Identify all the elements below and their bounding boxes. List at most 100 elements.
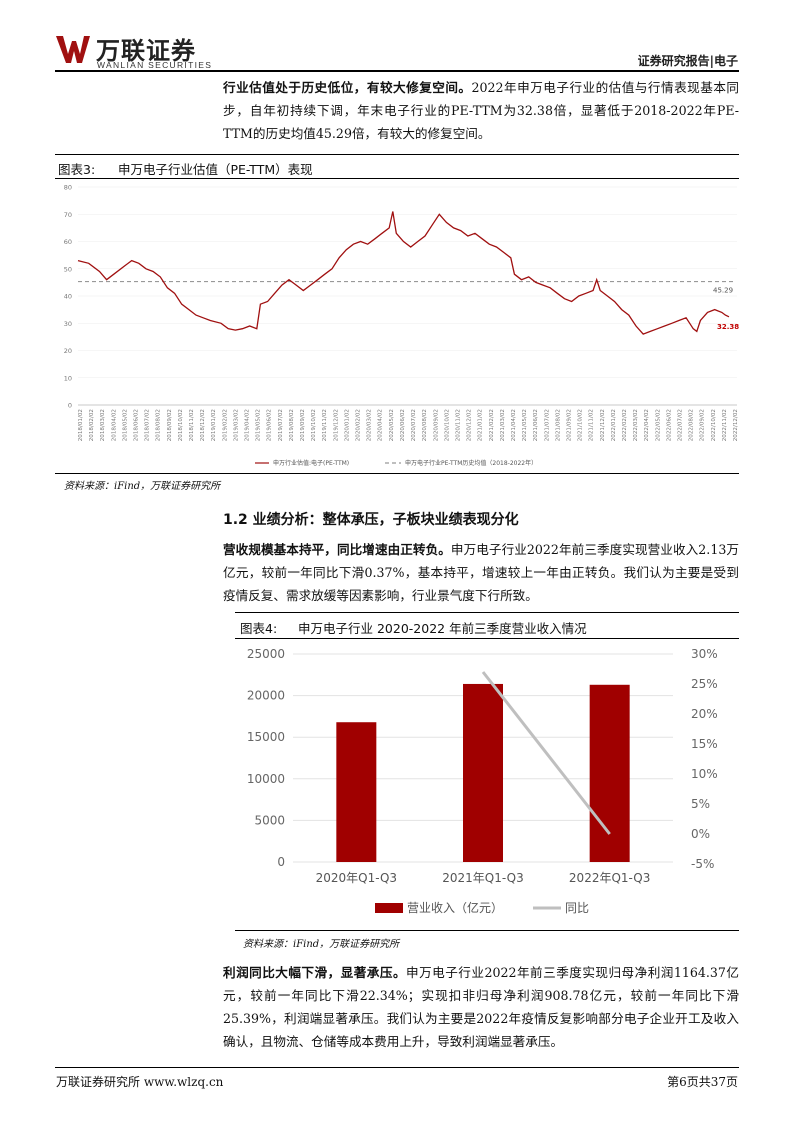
yoy-y-tick-label: 5% — [691, 797, 710, 811]
pe-x-tick-label: 2021/11/02 — [589, 409, 595, 441]
pe-x-tick-label: 2021/09/02 — [566, 409, 572, 441]
figure3-title: 申万电子行业估值（PE-TTM）表现 — [118, 162, 313, 177]
figure4-title: 申万电子行业 2020-2022 年前三季度营业收入情况 — [298, 621, 587, 636]
legend-revenue-swatch — [375, 903, 403, 913]
pe-x-tick-label: 2022/12/02 — [733, 409, 739, 441]
revenue-bar — [336, 722, 377, 862]
revenue-x-tick-label: 2022年Q1-Q3 — [569, 871, 650, 885]
revenue-y-tick-label: 5000 — [254, 813, 285, 827]
logo-text-cn: 万联证券 — [96, 37, 196, 65]
pe-x-tick-label: 2018/04/02 — [111, 409, 117, 441]
footer-divider — [55, 1067, 739, 1068]
pe-x-tick-label: 2018/03/02 — [100, 409, 106, 441]
pe-x-tick-label: 2019/12/02 — [333, 409, 339, 441]
pe-y-tick-label: 50 — [64, 265, 72, 273]
pe-x-tick-label: 2020/06/02 — [400, 409, 406, 441]
pe-y-tick-label: 0 — [68, 402, 72, 410]
pe-x-tick-label: 2022/10/02 — [711, 409, 717, 441]
pe-x-tick-label: 2018/11/02 — [189, 409, 195, 441]
pe-x-tick-label: 2018/12/02 — [200, 409, 206, 441]
pe-average-annotation: 45.29 — [713, 287, 733, 295]
pe-x-tick-label: 2020/08/02 — [422, 409, 428, 441]
report-category: 证券研究报告|电子 — [637, 54, 738, 68]
pe-x-tick-label: 2020/03/02 — [367, 409, 373, 441]
paragraph-body: 申万电子行业2022年前三季度实现归母净利润1164.37亿元，较前一年同比下滑… — [223, 965, 739, 1049]
paragraph-lead: 利润同比大幅下滑，显著承压。 — [223, 965, 407, 980]
pe-y-tick-label: 70 — [64, 211, 72, 219]
pe-x-tick-label: 2020/11/02 — [455, 409, 461, 441]
yoy-y-tick-label: -5% — [691, 857, 714, 871]
pe-x-tick-label: 2020/09/02 — [433, 409, 439, 441]
paragraph-profit: 利润同比大幅下滑，显著承压。申万电子行业2022年前三季度实现归母净利润1164… — [223, 961, 739, 1053]
pe-x-tick-label: 2019/11/02 — [322, 409, 328, 441]
header-divider — [55, 70, 739, 72]
pe-x-tick-label: 2019/10/02 — [311, 409, 317, 441]
revenue-y-tick-label: 15000 — [247, 730, 285, 744]
pe-x-tick-label: 2018/09/02 — [167, 409, 173, 441]
logo-text-en: WANLIAN SECURITIES — [97, 60, 213, 70]
figure3-label: 图表3: — [58, 162, 96, 177]
pe-x-tick-label: 2018/08/02 — [156, 409, 162, 441]
revenue-bar — [589, 684, 630, 862]
pe-x-tick-label: 2022/08/02 — [689, 409, 695, 441]
revenue-y-tick-label: 0 — [277, 855, 285, 869]
legend-pe-series: 申万行业估值:电子(PE-TTM) — [273, 459, 349, 467]
revenue-x-tick-label: 2020年Q1-Q3 — [316, 871, 397, 885]
paragraph-lead: 行业估值处于历史低位，有较大修复空间。 — [223, 80, 472, 95]
pe-x-tick-label: 2021/08/02 — [555, 409, 561, 441]
pe-latest-annotation: 32.38 — [717, 323, 739, 331]
footer-publisher: 万联证券研究所 www.wlzq.cn — [56, 1075, 224, 1089]
pe-x-tick-label: 2022/07/02 — [677, 409, 683, 441]
figure3-title-rule — [55, 178, 739, 179]
yoy-y-tick-label: 0% — [691, 827, 710, 841]
pe-x-tick-label: 2019/01/02 — [211, 409, 217, 441]
pe-x-tick-label: 2018/01/02 — [78, 409, 84, 441]
pe-x-tick-label: 2019/08/02 — [289, 409, 295, 441]
pe-x-tick-label: 2018/06/02 — [134, 409, 140, 441]
yoy-growth-line — [481, 671, 611, 835]
pe-x-tick-label: 2019/02/02 — [222, 409, 228, 441]
section-title: 1.2 业绩分析：整体承压，子板块业绩表现分化 — [223, 512, 519, 528]
paragraph-body: 申万电子行业2022年前三季度实现营业收入2.13万亿元，较前一年同比下滑0.3… — [223, 542, 740, 603]
pe-x-tick-label: 2022/02/02 — [622, 409, 628, 441]
figure4-title-rule — [235, 638, 739, 639]
pe-x-tick-label: 2018/07/02 — [145, 409, 151, 441]
legend-yoy: 同比 — [565, 901, 589, 915]
revenue-bar-chart: 0 5000 10000 15000 20000 25000 -5% 0% 5% 10% 15% 2… — [247, 647, 718, 915]
pe-x-tick-label: 2021/10/02 — [578, 409, 584, 441]
pe-x-tick-label: 2022/05/02 — [655, 409, 661, 441]
pe-y-tick-label: 80 — [64, 184, 72, 192]
pe-y-tick-label: 30 — [64, 320, 72, 328]
yoy-y-tick-label: 25% — [691, 677, 718, 691]
pe-ttm-series-line — [77, 211, 730, 335]
figure4-label: 图表4: — [240, 621, 278, 636]
pe-x-tick-label: 2022/09/02 — [700, 409, 706, 441]
figure4-bottom-rule — [235, 930, 739, 931]
pe-x-tick-label: 2021/05/02 — [522, 409, 528, 441]
pe-x-tick-label: 2022/11/02 — [722, 409, 728, 441]
paragraph-revenue: 营收规模基本持平，同比增速由正转负。申万电子行业2022年前三季度实现营业收入2… — [223, 538, 739, 607]
pe-x-tick-label: 2019/09/02 — [300, 409, 306, 441]
pe-ttm-line-chart: 0 10 20 30 40 50 60 70 80 2018/01/02 2018/02/02 20… — [64, 184, 739, 468]
pe-x-tick-label: 2022/01/02 — [611, 409, 617, 441]
legend-average-series: 申万电子行业PE-TTM历史均值（2018-2022年） — [405, 459, 537, 467]
pe-x-tick-label: 2020/02/02 — [356, 409, 362, 441]
pe-x-tick-label: 2019/07/02 — [278, 409, 284, 441]
revenue-x-tick-label: 2021年Q1-Q3 — [442, 871, 523, 885]
pe-x-tick-label: 2018/02/02 — [89, 409, 95, 441]
pe-x-tick-label: 2020/01/02 — [344, 409, 350, 441]
pe-x-tick-label: 2019/03/02 — [233, 409, 239, 441]
pe-x-tick-label: 2019/06/02 — [267, 409, 273, 441]
yoy-y-tick-label: 10% — [691, 767, 718, 781]
pe-x-tick-label: 2020/05/02 — [389, 409, 395, 441]
pe-x-tick-label: 2020/12/02 — [467, 409, 473, 441]
revenue-y-tick-label: 10000 — [247, 772, 285, 786]
pe-x-tick-label: 2021/02/02 — [489, 409, 495, 441]
pe-y-tick-label: 10 — [64, 374, 72, 382]
yoy-y-tick-label: 20% — [691, 707, 718, 721]
pe-x-tick-label: 2019/05/02 — [256, 409, 262, 441]
pe-y-tick-label: 40 — [64, 293, 72, 301]
yoy-y-tick-label: 30% — [691, 647, 718, 661]
figure3-source: 资料来源：iFind，万联证券研究所 — [64, 481, 221, 492]
legend-revenue: 营业收入（亿元） — [407, 900, 503, 915]
